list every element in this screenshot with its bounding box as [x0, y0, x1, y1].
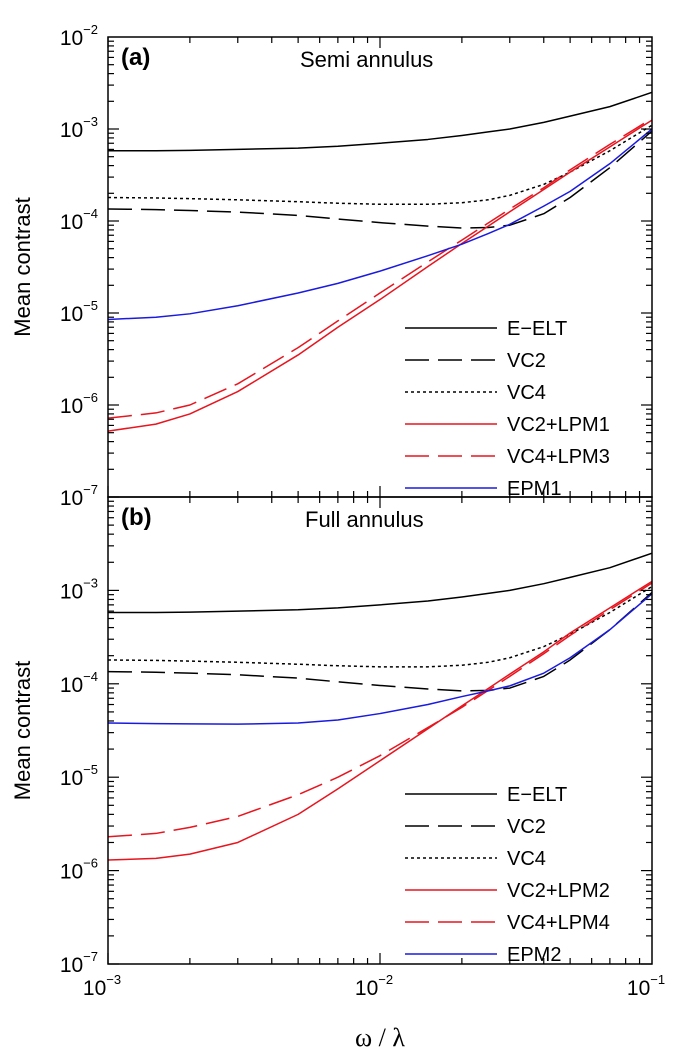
- legend-label: EPM1: [507, 478, 561, 500]
- legend-label: EPM2: [507, 944, 561, 966]
- y-tick-label-base: 10: [60, 861, 83, 884]
- legend-label: VC2: [507, 816, 546, 838]
- y-tick-label: 10−5: [60, 298, 98, 326]
- y-tick-label-exponent: −3: [83, 114, 98, 129]
- y-tick-label-base: 10: [60, 211, 83, 234]
- y-tick-label-base: 10: [60, 674, 83, 697]
- y-tick-label-exponent: −7: [83, 949, 98, 964]
- panel-title: Full annulus: [305, 507, 424, 532]
- x-axis-label: ω / λ: [355, 1023, 405, 1052]
- panel-label: (b): [121, 504, 152, 531]
- legend-label: VC4+LPM3: [507, 446, 610, 468]
- y-tick-label: 10−6: [60, 856, 98, 884]
- y-tick-label-base: 10: [60, 119, 83, 142]
- y-tick-label-exponent: −5: [83, 298, 98, 313]
- legend-label: VC2+LPM2: [507, 880, 610, 902]
- legend-label: E−ELT: [507, 318, 567, 340]
- legend: E−ELT VC2 VC4 VC2+LPM1 VC4+LPM3 EPM1: [405, 318, 610, 500]
- y-tick-label-exponent: −6: [83, 856, 98, 871]
- series-lines: [108, 552, 652, 861]
- x-tick-label-base: 10: [355, 977, 378, 1000]
- y-tick-label-base: 10: [60, 395, 83, 418]
- legend-label: E−ELT: [507, 784, 567, 806]
- y-axis-label: Mean contrast: [10, 661, 35, 800]
- series-line-vc4-lpm3: [108, 117, 652, 419]
- y-tick-label-base: 10: [60, 767, 83, 790]
- x-tick-label-exponent: −3: [106, 972, 121, 987]
- series-line-e-elt: [108, 91, 652, 152]
- axis-ticks: [107, 497, 652, 965]
- x-tick-label-base: 10: [83, 977, 106, 1000]
- y-tick-label-exponent: −3: [83, 575, 98, 590]
- x-tick-label-exponent: −1: [650, 972, 665, 987]
- x-tick-label-exponent: −2: [378, 972, 393, 987]
- series-line-vc4: [108, 124, 652, 206]
- series-line-vc4-lpm4: [108, 582, 652, 838]
- series-line-vc4: [108, 585, 652, 668]
- x-tick-label-base: 10: [627, 977, 650, 1000]
- y-tick-label-exponent: −4: [83, 206, 98, 221]
- series-line-epm2: [108, 593, 652, 725]
- y-tick-label-base: 10: [60, 303, 83, 326]
- y-tick-label: 10−7: [60, 949, 98, 977]
- legend-label: VC2: [507, 350, 546, 372]
- y-tick-label-exponent: −2: [83, 22, 98, 37]
- y-tick-label-exponent: −6: [83, 390, 98, 405]
- y-tick-label: 10−4: [60, 206, 98, 234]
- y-tick-label-exponent: −5: [83, 762, 98, 777]
- series-line-vc2-lpm1: [108, 119, 652, 432]
- y-axis-label: Mean contrast: [10, 197, 35, 336]
- y-tick-label-base: 10: [60, 487, 83, 510]
- series-line-vc2: [108, 130, 652, 229]
- y-tick-label: 10−2: [60, 22, 98, 50]
- y-tick-label: 10−7: [60, 482, 98, 510]
- y-tick-label-exponent: −4: [83, 669, 98, 684]
- y-tick-label-base: 10: [60, 954, 83, 977]
- y-tick-label-base: 10: [60, 27, 83, 50]
- panel-label: (a): [121, 44, 150, 71]
- legend-label: VC2+LPM1: [507, 414, 610, 436]
- series-line-e-elt: [108, 552, 652, 614]
- legend-label: VC4: [507, 848, 546, 870]
- y-tick-label: 10−3: [60, 575, 98, 603]
- y-tick-label: 10−3: [60, 114, 98, 142]
- y-tick-label-base: 10: [60, 580, 83, 603]
- y-tick-label: 10−4: [60, 669, 98, 697]
- x-tick-label: 10−3: [83, 972, 121, 1000]
- panel-title: Semi annulus: [300, 47, 433, 72]
- series-line-vc2: [108, 591, 652, 692]
- x-tick-label: 10−2: [355, 972, 393, 1000]
- series-line-vc2-lpm2: [108, 580, 652, 861]
- legend: E−ELT VC2 VC4 VC2+LPM2 VC4+LPM4 EPM2: [405, 784, 610, 966]
- series-line-epm1: [108, 128, 652, 321]
- legend-label: VC4: [507, 382, 546, 404]
- y-tick-label-exponent: −7: [83, 482, 98, 497]
- legend-label: VC4+LPM4: [507, 912, 610, 934]
- series-lines: [108, 91, 652, 432]
- y-tick-label: 10−6: [60, 390, 98, 418]
- x-tick-label: 10−1: [627, 972, 665, 1000]
- y-tick-label: 10−5: [60, 762, 98, 790]
